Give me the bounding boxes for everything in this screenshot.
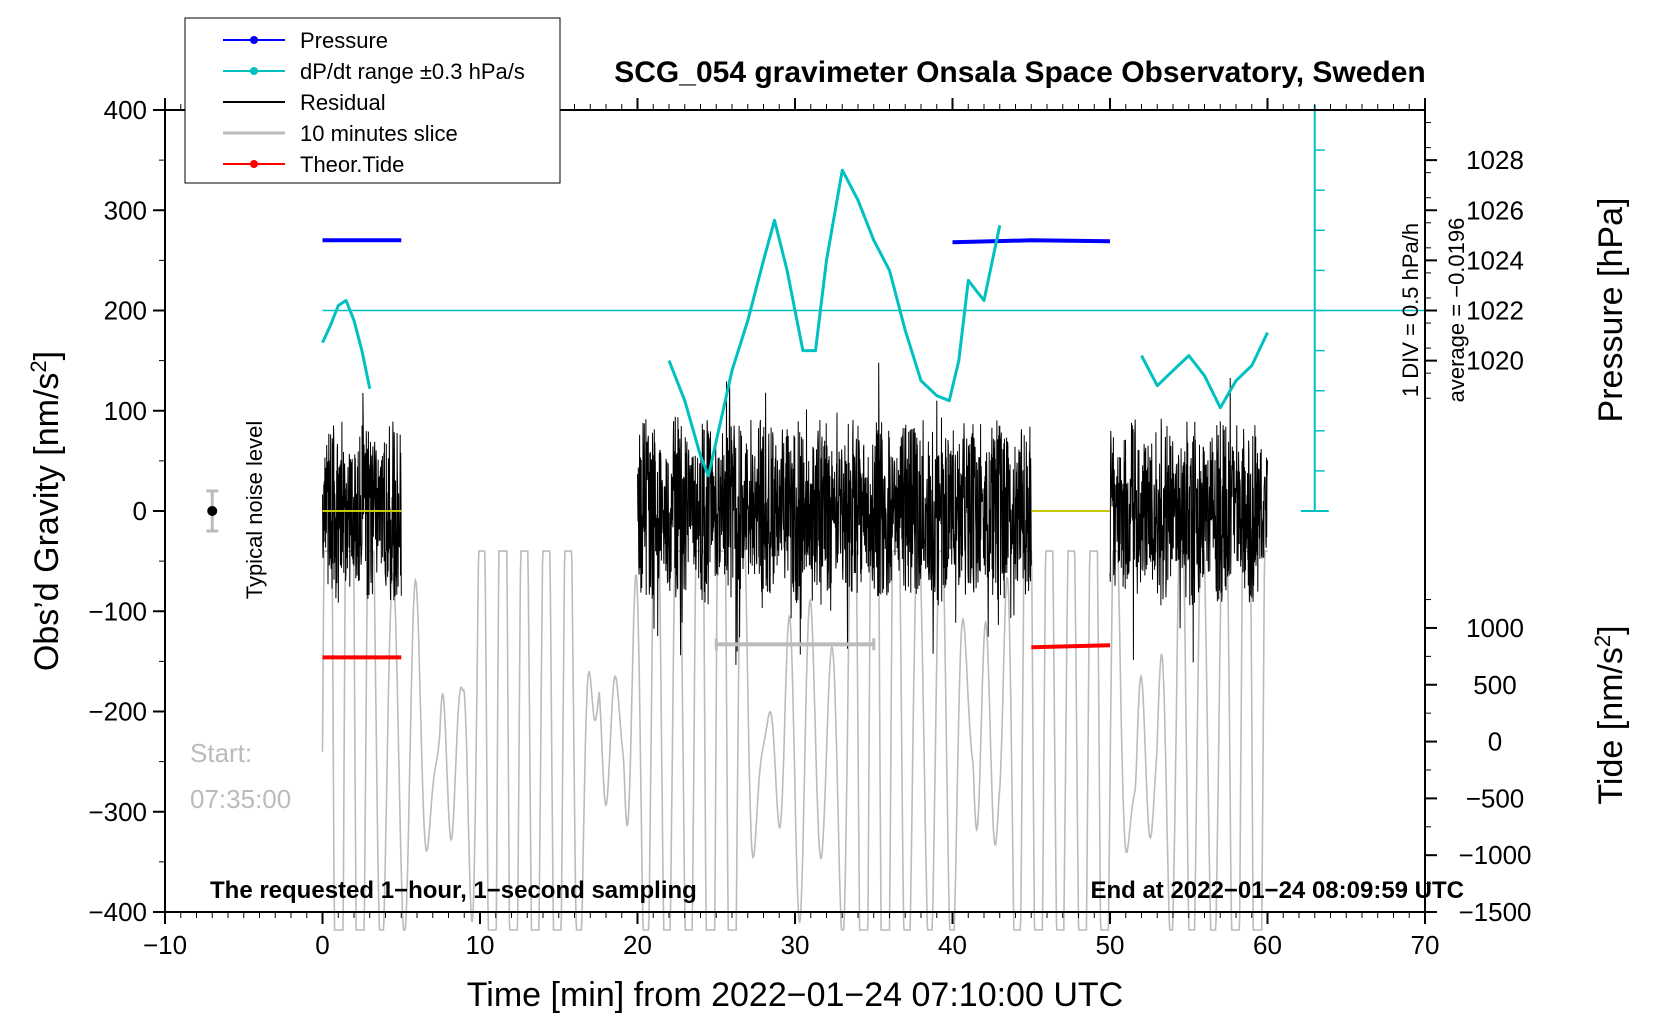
footer-right-text: End at 2022−01−24 08:09:59 UTC [1090, 877, 1464, 904]
legend-item-label: 10 minutes slice [300, 121, 458, 146]
x-tick-label: 30 [781, 930, 810, 960]
y-tick-label: 100 [104, 396, 147, 426]
legend-item-label: dP/dt range ±0.3 hPa/s [300, 59, 525, 84]
dpdt-series [321, 299, 372, 390]
chart-title: SCG_054 gravimeter Onsala Space Observat… [614, 56, 1426, 89]
noise-level-label: Typical noise level [242, 421, 267, 600]
pressure-axis-title: Pressure [hPa] [1592, 198, 1630, 423]
y-tick-label: 0 [133, 496, 147, 526]
noise-level-point [207, 506, 218, 516]
pressure-tick-label: 1028 [1466, 145, 1524, 175]
x-axis-title: Time [min] from 2022−01−24 07:10:00 UTC [467, 976, 1123, 1014]
dpdt-series [1140, 331, 1269, 410]
legend-marker [250, 36, 258, 44]
tide-tick-label: 500 [1473, 670, 1516, 700]
tide-tick-label: −1500 [1458, 897, 1531, 927]
pressure-tick-label: 1026 [1466, 195, 1524, 225]
pressure-tick-label: 1024 [1466, 245, 1524, 275]
x-tick-label: 60 [1253, 930, 1282, 960]
residual-series [637, 362, 1032, 665]
tide-axis-title: Tide [nm/s2] [1590, 625, 1631, 804]
x-tick-label: 50 [1096, 930, 1125, 960]
x-tick-label: −10 [143, 930, 187, 960]
plot-data [206, 104, 1425, 931]
x-tick-label: 0 [315, 930, 329, 960]
y-tick-label: −400 [88, 897, 147, 927]
tide-tick-label: 1000 [1466, 613, 1524, 643]
axes: −10 0 10 20 30 40 50 60 704003002001000−100−200−… [88, 95, 1531, 960]
slice-series [321, 550, 1268, 931]
x-tick-label: 10 [466, 930, 495, 960]
x-tick-label: 40 [938, 930, 967, 960]
footer-left-text: The requested 1−hour, 1−second sampling [210, 877, 697, 904]
legend-item-label: Pressure [300, 28, 388, 53]
x-tick-label: 70 [1411, 930, 1440, 960]
y-tick-label: −200 [88, 697, 147, 727]
tide-tick-label: −500 [1466, 783, 1525, 813]
div-annotation: 1 DIV = 0.5 hPa/h [1398, 223, 1423, 397]
tide-tick-label: 0 [1488, 727, 1502, 757]
residual-series [1109, 377, 1268, 663]
legend-item-label: Residual [300, 90, 386, 115]
y-tick-label: −100 [88, 596, 147, 626]
legend-item-label: Theor.Tide [300, 152, 404, 177]
start-label: Start: [190, 738, 252, 768]
y-tick-label: −300 [88, 797, 147, 827]
y-tick-label: 300 [104, 195, 147, 225]
tide-tick-label: −1000 [1458, 840, 1531, 870]
y-tick-label: 400 [104, 95, 147, 125]
legend: Pressure dP/dt range ±0.3 hPa/s Residual 10… [184, 17, 561, 184]
y-tick-label: 200 [104, 296, 147, 326]
x-tick-label: 20 [623, 930, 652, 960]
legend-box [184, 17, 561, 184]
tide-series [1031, 643, 1111, 650]
average-annotation: average = −0.0196 [1444, 218, 1469, 403]
start-time: 07:35:00 [190, 784, 291, 814]
legend-marker [250, 160, 258, 168]
pressure-tick-label: 1022 [1466, 296, 1524, 326]
pressure-series [952, 238, 1111, 245]
dpdt-series [667, 168, 1002, 478]
residual-series [322, 392, 402, 603]
legend-marker [250, 67, 258, 75]
y-axis-left-title: Obs’d Gravity [nm/s2] [26, 351, 67, 671]
pressure-tick-label: 1020 [1466, 346, 1524, 376]
